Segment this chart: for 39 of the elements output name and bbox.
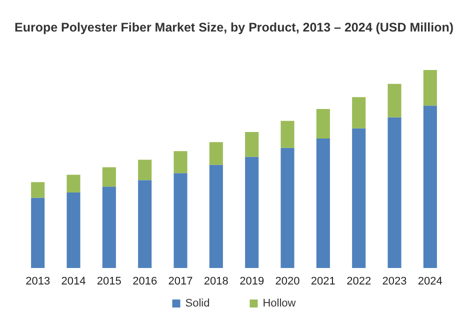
bar: [245, 132, 259, 157]
bar: [31, 182, 45, 198]
x-tick-label: 2022: [346, 276, 372, 288]
bar: [102, 167, 116, 187]
bar: [388, 84, 402, 118]
bar: [174, 151, 188, 174]
bar: [245, 156, 259, 268]
bar: [138, 160, 152, 180]
x-tick-label: 2014: [61, 276, 86, 288]
x-tick-label: 2024: [418, 276, 442, 288]
x-tick-label: 2013: [26, 276, 50, 288]
bar: [280, 148, 294, 268]
x-tick-label: 2019: [240, 276, 264, 288]
bar: [209, 142, 223, 165]
bar: [316, 109, 330, 139]
legend-label: Solid: [185, 298, 210, 310]
bar: [352, 128, 366, 268]
bar: [102, 186, 116, 268]
bar: [352, 97, 366, 128]
x-tick-label: 2020: [275, 276, 300, 288]
bar: [280, 120, 294, 148]
x-tick-label: 2023: [382, 276, 407, 288]
bar: [174, 173, 188, 268]
bar: [66, 192, 80, 268]
x-tick-label: 2016: [132, 276, 158, 288]
bar: [138, 180, 152, 268]
bar: [423, 70, 437, 106]
x-tick-label: 2018: [204, 276, 228, 288]
bar: [31, 198, 45, 268]
bar: [388, 117, 402, 268]
legend-label: Hollow: [262, 298, 296, 310]
bar: [66, 174, 80, 193]
bar: [423, 106, 437, 268]
x-tick-label: 2021: [310, 276, 336, 288]
chart-title: Europe Polyester Fiber Market Size, by Product, 2013 – 2024 (USD Million): [14, 20, 454, 34]
bar: [209, 164, 223, 268]
x-tick-label: 2015: [96, 276, 122, 288]
x-tick-label: 2017: [168, 276, 193, 288]
bar: [316, 138, 330, 268]
